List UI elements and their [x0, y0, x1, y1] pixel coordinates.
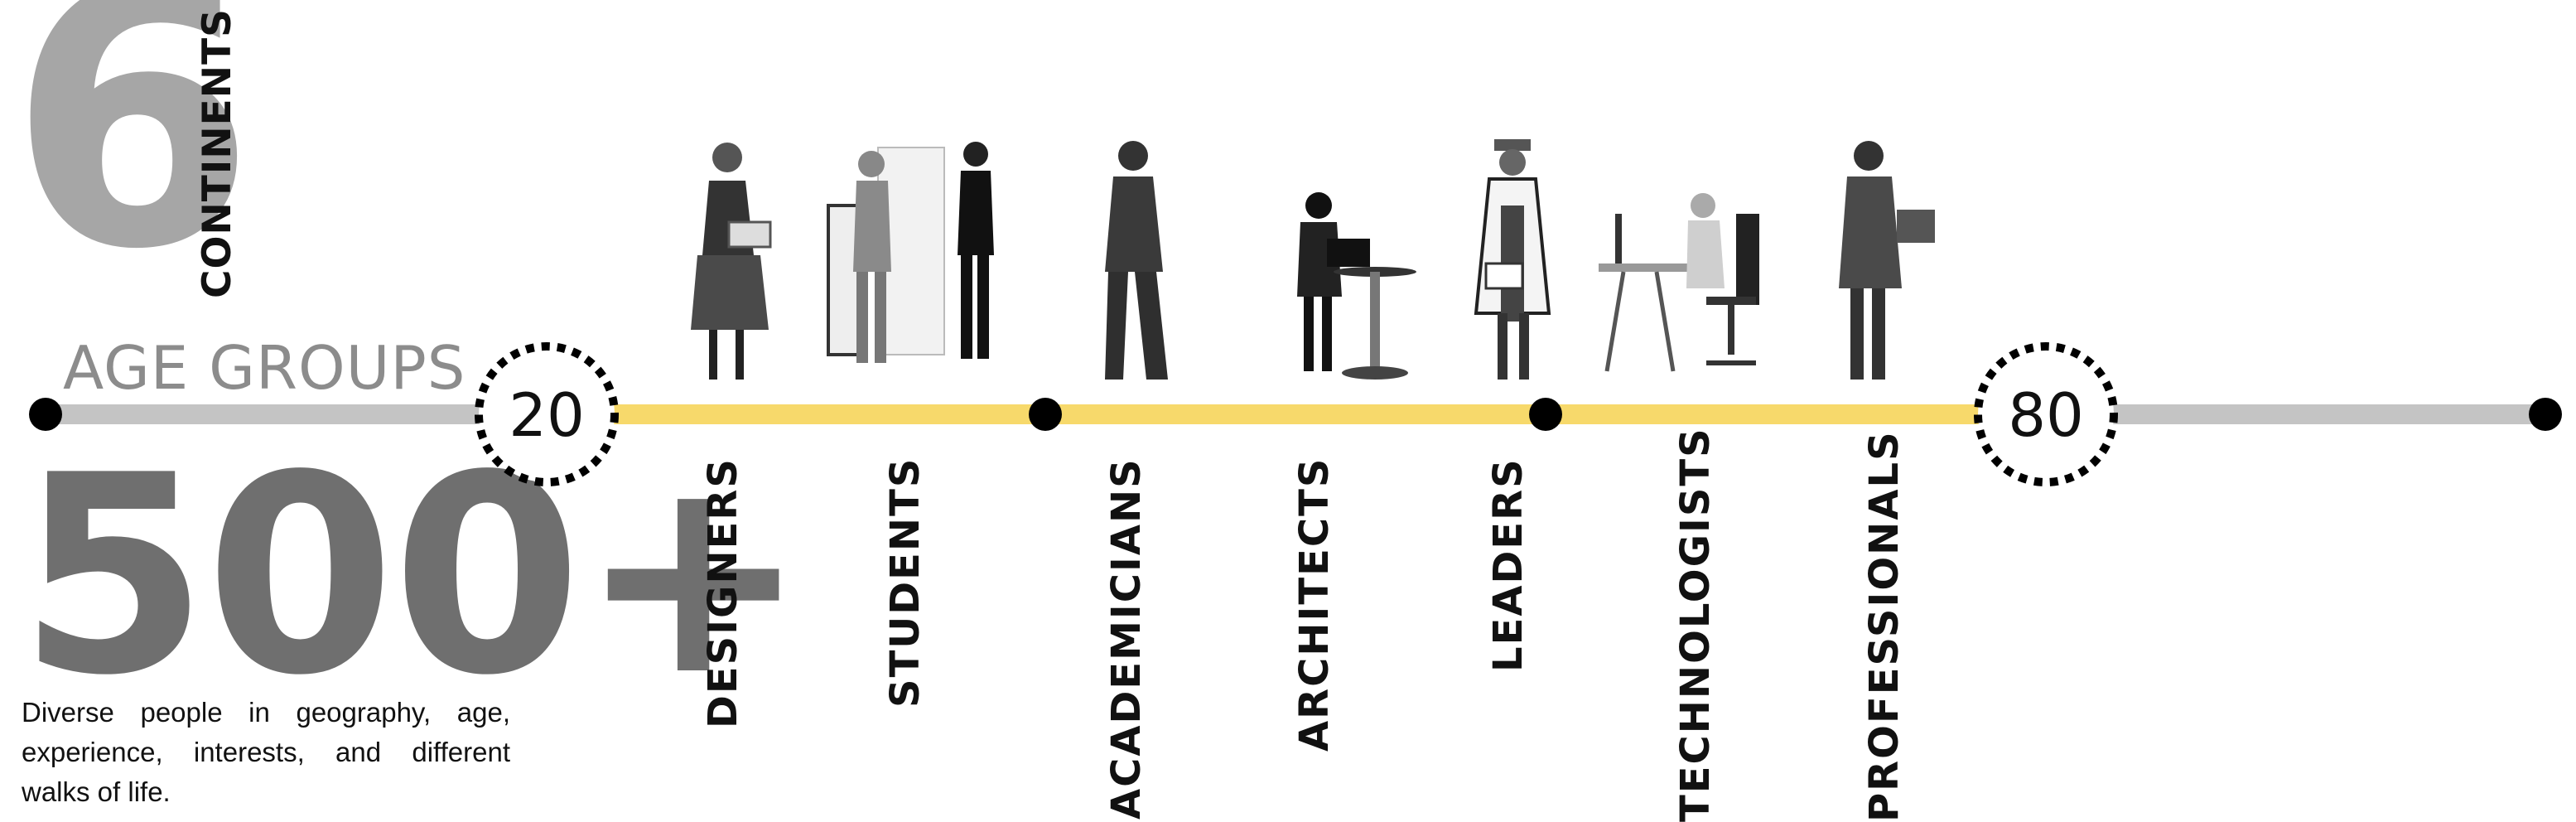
- role-label-professionals: PROFESSIONALS: [1861, 430, 1908, 822]
- role-label-designers: DESIGNERS: [700, 457, 746, 728]
- architect-figure-icon: [1297, 192, 1416, 380]
- age-end-ring: [1974, 342, 2118, 486]
- students-figure-icon: [827, 142, 994, 363]
- role-label-academicians: ACADEMICIANS: [1103, 457, 1150, 820]
- technologist-figure-icon: [1599, 193, 1759, 372]
- timeline-node-end: [2529, 398, 2562, 431]
- role-label-students: STUDENTS: [882, 457, 929, 708]
- role-label-technologists: TECHNOLOGISTS: [1672, 427, 1719, 822]
- professional-figure-icon: [1839, 141, 1935, 380]
- role-label-leaders: LEADERS: [1485, 457, 1532, 672]
- role-label-architects: ARCHITECTS: [1291, 457, 1338, 752]
- description-text: Diverse people in geography, age, experi…: [22, 697, 510, 807]
- continents-number: 6: [8, 0, 256, 327]
- timeline-node-start: [29, 398, 62, 431]
- age-start-value: 20: [509, 380, 585, 450]
- leader-figure-icon: [1474, 139, 1551, 380]
- timeline-node-leaders: [1529, 398, 1562, 431]
- designer-figure-icon: [691, 143, 772, 380]
- timeline-node-academicians: [1029, 398, 1062, 431]
- participants-number: 500+: [18, 417, 808, 735]
- age-groups-label: AGE GROUPS: [63, 333, 466, 403]
- academician-figure-icon: [1105, 141, 1168, 380]
- age-end-value: 80: [2008, 380, 2084, 450]
- age-start-ring: [475, 342, 619, 486]
